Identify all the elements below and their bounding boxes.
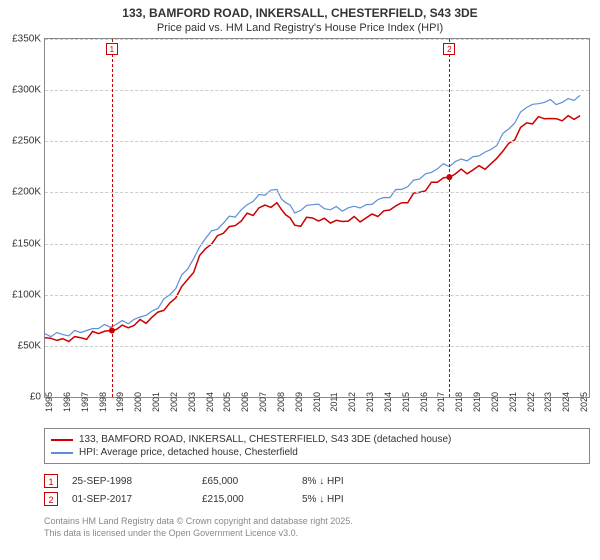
sale-marker-vline [112,39,113,397]
x-tick-label: 2009 [294,392,304,412]
sale-marker-label: 1 [106,43,118,55]
x-tick-label: 2014 [383,392,393,412]
x-tick-label: 2003 [187,392,197,412]
sale-price-2: £215,000 [202,494,302,505]
x-tick-label: 2015 [401,392,411,412]
x-tick-label: 2008 [276,392,286,412]
x-tick-label: 1995 [44,392,54,412]
y-tick-label: £300K [12,85,45,96]
legend-label-hpi: HPI: Average price, detached house, Ches… [79,447,298,458]
y-tick-label: £150K [12,238,45,249]
sale-row-1: 1 25-SEP-1998 £65,000 8% ↓ HPI [44,472,590,490]
legend-label-property: 133, BAMFORD ROAD, INKERSALL, CHESTERFIE… [79,434,451,445]
x-tick-label: 2023 [543,392,553,412]
x-tick-label: 2012 [347,392,357,412]
gridline-h [45,39,589,40]
x-tick-label: 2024 [561,392,571,412]
sale-row-2: 2 01-SEP-2017 £215,000 5% ↓ HPI [44,490,590,508]
x-tick-label: 2007 [258,392,268,412]
x-tick-label: 2018 [454,392,464,412]
sale-marker-1: 1 [44,474,58,488]
x-tick-label: 2019 [472,392,482,412]
sale-marker-label: 2 [443,43,455,55]
chart-lines-svg [45,39,589,397]
gridline-h [45,141,589,142]
series-line-property [45,116,580,342]
chart-container: 133, BAMFORD ROAD, INKERSALL, CHESTERFIE… [0,0,600,560]
sale-price-1: £65,000 [202,476,302,487]
chart-subtitle: Price paid vs. HM Land Registry's House … [0,20,600,38]
x-axis-labels: 1995199619971998199920002001200220032004… [44,398,590,428]
x-tick-label: 2002 [169,392,179,412]
x-tick-label: 2017 [436,392,446,412]
x-tick-label: 2025 [579,392,589,412]
gridline-h [45,346,589,347]
x-tick-label: 2013 [365,392,375,412]
sale-date-1: 25-SEP-1998 [72,476,202,487]
legend-item-hpi: HPI: Average price, detached house, Ches… [51,446,583,459]
chart-title: 133, BAMFORD ROAD, INKERSALL, CHESTERFIE… [0,0,600,20]
footer-line-2: This data is licensed under the Open Gov… [44,528,590,540]
sale-marker-2: 2 [44,492,58,506]
x-tick-label: 2016 [419,392,429,412]
x-tick-label: 2005 [222,392,232,412]
legend-swatch-hpi [51,452,73,454]
x-tick-label: 1998 [98,392,108,412]
x-tick-label: 1996 [62,392,72,412]
gridline-h [45,295,589,296]
sale-delta-2: 5% ↓ HPI [302,494,422,505]
sales-table: 1 25-SEP-1998 £65,000 8% ↓ HPI 2 01-SEP-… [44,472,590,508]
legend-swatch-property [51,439,73,441]
x-tick-label: 2001 [151,392,161,412]
x-tick-label: 2000 [133,392,143,412]
legend-item-property: 133, BAMFORD ROAD, INKERSALL, CHESTERFIE… [51,433,583,446]
series-line-hpi [45,95,580,336]
x-tick-label: 2004 [205,392,215,412]
chart-plot-area: £0£50K£100K£150K£200K£250K£300K£350K12 [44,38,590,398]
x-tick-label: 2021 [508,392,518,412]
sale-date-2: 01-SEP-2017 [72,494,202,505]
y-tick-label: £350K [12,34,45,45]
x-tick-label: 2020 [490,392,500,412]
x-tick-label: 2011 [329,392,339,411]
x-tick-label: 1999 [115,392,125,412]
y-tick-label: £50K [18,340,45,351]
x-tick-label: 2010 [312,392,322,412]
sale-marker-vline [449,39,450,397]
x-tick-label: 2006 [240,392,250,412]
x-tick-label: 2022 [526,392,536,412]
gridline-h [45,90,589,91]
gridline-h [45,192,589,193]
y-tick-label: £250K [12,136,45,147]
footer-line-1: Contains HM Land Registry data © Crown c… [44,516,590,528]
y-tick-label: £100K [12,289,45,300]
gridline-h [45,244,589,245]
x-tick-label: 1997 [80,392,90,412]
legend-box: 133, BAMFORD ROAD, INKERSALL, CHESTERFIE… [44,428,590,464]
y-tick-label: £200K [12,187,45,198]
footer-attribution: Contains HM Land Registry data © Crown c… [44,516,590,539]
sale-delta-1: 8% ↓ HPI [302,476,422,487]
y-tick-label: £0 [30,392,45,403]
